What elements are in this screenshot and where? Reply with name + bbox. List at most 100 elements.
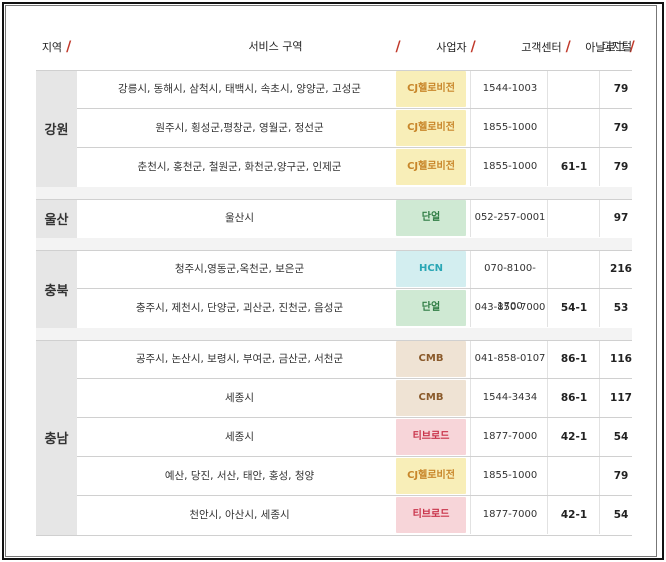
- service-area-cell: 천안시, 아산시, 세종시: [189, 509, 290, 521]
- group-bottom-line: [36, 535, 632, 536]
- column-divider: [470, 340, 471, 378]
- column-divider: [547, 199, 548, 237]
- column-divider: [547, 109, 548, 147]
- provider-badge: CJ헬로비전: [396, 110, 466, 146]
- column-divider: [599, 457, 600, 495]
- customer-center-cell: 041-858-0107: [474, 353, 546, 364]
- inner-frame: [5, 5, 657, 557]
- digital-channel-cell: 53: [613, 302, 629, 314]
- header-customer-center: 고객센터 /: [521, 39, 571, 55]
- table-row: 강릉시, 동해시, 삼척시, 태백시, 속초시, 양양군, 고성군 CJ헬로비전 1…: [77, 70, 632, 108]
- service-area-cell: 춘천시, 홍천군, 철원군, 화천군,양구군, 인제군: [137, 161, 342, 173]
- group-top-line: [36, 70, 632, 71]
- provider-badge: CMB: [396, 341, 466, 377]
- row-divider: [77, 108, 632, 109]
- header-analog: 아날로그 /: [585, 39, 635, 55]
- column-divider: [470, 148, 471, 186]
- provider-badge: 티브로드: [396, 419, 466, 455]
- column-divider: [599, 148, 600, 186]
- column-divider: [599, 496, 600, 534]
- region-cell: 울산: [36, 199, 77, 238]
- table-row: 원주시, 횡성군,평창군, 영월군, 정선군 CJ헬로비전 1855-1000 79: [77, 109, 632, 147]
- row-divider: [77, 456, 632, 457]
- digital-channel-cell: 79: [613, 470, 629, 482]
- table-row: 세종시 티브로드 1877-7000 42-1 54: [77, 418, 632, 456]
- analog-channel-cell: [549, 109, 599, 147]
- column-divider: [470, 250, 471, 288]
- provider-badge: HCN: [396, 251, 466, 287]
- customer-center-cell: 1855-1000: [482, 161, 538, 172]
- column-divider: [547, 148, 548, 186]
- region-cell: 충북: [36, 250, 77, 328]
- service-area-cell: 울산시: [225, 212, 254, 224]
- column-divider: [547, 289, 548, 327]
- provider-badge: CJ헬로비전: [396, 149, 466, 185]
- analog-channel-cell: 42-1: [560, 431, 588, 443]
- table-row: 춘천시, 홍천군, 철원군, 화천군,양구군, 인제군 CJ헬로비전 1855-10…: [77, 148, 632, 186]
- service-area-cell: 충주시, 제천시, 단양군, 괴산군, 진천군, 음성군: [135, 302, 344, 314]
- column-divider: [470, 289, 471, 327]
- digital-channel-cell: 79: [613, 83, 629, 95]
- table-row: 세종시 CMB 1544-3434 86-1 117: [77, 379, 632, 417]
- table-row: 천안시, 아산시, 세종시 티브로드 1877-7000 42-1 54: [77, 496, 632, 534]
- row-divider: [77, 495, 632, 496]
- analog-channel-cell: 86-1: [560, 392, 588, 404]
- table-header: 지역 / 서비스 구역 / 사업자 / 고객센터 / 아날로그 / 디지털: [36, 28, 635, 66]
- analog-channel-cell: 86-1: [560, 353, 588, 365]
- service-area-cell: 공주시, 논산시, 보령시, 부여군, 금산군, 서천군: [135, 353, 344, 365]
- column-divider: [470, 379, 471, 417]
- group-top-line: [36, 340, 632, 341]
- column-divider: [547, 340, 548, 378]
- column-divider: [547, 457, 548, 495]
- digital-channel-cell: 97: [613, 212, 629, 224]
- row-divider: [77, 378, 632, 379]
- row-divider: [77, 147, 632, 148]
- analog-channel-cell: [549, 457, 599, 495]
- column-divider: [599, 289, 600, 327]
- header-service-area-slash: /: [395, 39, 401, 55]
- column-divider: [547, 70, 548, 108]
- group-top-line: [36, 199, 632, 200]
- table-row: 예산, 당진, 서산, 태안, 홍성, 청양 CJ헬로비전 1855-1000 79: [77, 457, 632, 495]
- column-divider: [547, 496, 548, 534]
- column-divider: [547, 418, 548, 456]
- column-divider: [547, 379, 548, 417]
- digital-channel-cell: 54: [613, 431, 629, 443]
- header-region: 지역 /: [41, 39, 72, 55]
- digital-channel-cell: 54: [613, 509, 629, 521]
- column-divider: [599, 340, 600, 378]
- provider-badge: CMB: [396, 380, 466, 416]
- customer-center-cell: 1855-1000: [482, 122, 538, 133]
- column-divider: [599, 199, 600, 237]
- region-cell: 강원: [36, 70, 77, 187]
- column-divider: [599, 70, 600, 108]
- service-area-cell: 세종시: [225, 431, 254, 443]
- provider-badge: CJ헬로비전: [396, 458, 466, 494]
- column-divider: [470, 199, 471, 237]
- provider-badge: 단얼: [396, 200, 466, 236]
- digital-channel-cell: 216: [610, 263, 632, 275]
- column-divider: [599, 379, 600, 417]
- customer-center-cell: 052-257-0001: [474, 212, 546, 223]
- column-divider: [599, 250, 600, 288]
- analog-channel-cell: [549, 70, 599, 108]
- column-divider: [599, 418, 600, 456]
- header-digital: 디지털: [601, 40, 632, 53]
- customer-center-cell: 043-850-7000: [474, 302, 546, 313]
- region-cell: 충남: [36, 340, 77, 535]
- provider-badge: 티브로드: [396, 497, 466, 533]
- customer-center-cell: 1877-7000: [482, 509, 538, 520]
- digital-channel-cell: 79: [613, 161, 629, 173]
- row-divider: [77, 288, 632, 289]
- table-row: 청주시,영동군,옥천군, 보은군 HCN 070-8100-1700 216: [77, 250, 632, 312]
- group-separator: [36, 187, 632, 199]
- analog-channel-cell: 42-1: [560, 509, 588, 521]
- analog-channel-cell: [549, 199, 599, 237]
- column-divider: [599, 109, 600, 147]
- service-area-cell: 강릉시, 동해시, 삼척시, 태백시, 속초시, 양양군, 고성군: [118, 83, 361, 95]
- analog-channel-cell: 54-1: [560, 302, 588, 314]
- column-divider: [470, 70, 471, 108]
- digital-channel-cell: 117: [610, 392, 632, 404]
- service-area-cell: 세종시: [225, 392, 254, 404]
